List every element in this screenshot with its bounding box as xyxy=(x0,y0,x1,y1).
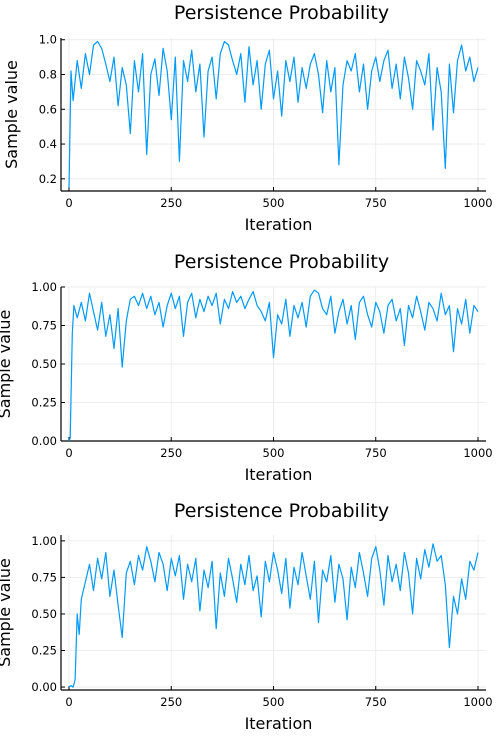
y-tick-label: 0.8 xyxy=(39,68,57,82)
y-tick-label: 0.00 xyxy=(31,434,57,448)
y-axis-label: Sample value xyxy=(0,558,14,667)
series-line xyxy=(68,40,479,188)
y-tick-label: 0.25 xyxy=(31,644,57,658)
y-axis-label: Sample value xyxy=(0,310,14,419)
chart-title: Persistence Probability xyxy=(174,251,389,273)
y-tick-label: 0.4 xyxy=(39,137,57,151)
x-tick-label: 1000 xyxy=(463,196,492,210)
x-tick-label: 750 xyxy=(365,196,387,210)
x-tick-label: 250 xyxy=(160,695,182,709)
y-tick-label: 0.75 xyxy=(31,319,57,333)
x-tick-label: 0 xyxy=(65,695,72,709)
chart-panel: 0 250 500 750 1000 0.2 0.4 0.6 0.8 1.0 Persistence… xyxy=(2,2,493,234)
y-tick-label: 0.25 xyxy=(31,396,57,410)
x-tick-label: 750 xyxy=(365,695,387,709)
x-tick-label: 1000 xyxy=(463,446,492,460)
x-tick-label: 500 xyxy=(263,695,285,709)
chart-panel: 0 250 500 750 1000 0.00 0.25 0.50 0.75 1.00 Persis… xyxy=(0,500,493,733)
y-tick-label: 1.0 xyxy=(39,33,57,47)
y-tick-label: 0.00 xyxy=(31,680,57,694)
chart-panel: 0 250 500 750 1000 0.00 0.25 0.50 0.75 1.00 Persis… xyxy=(0,251,493,484)
x-axis-label: Iteration xyxy=(245,714,313,733)
x-tick-label: 0 xyxy=(65,446,72,460)
y-tick-label: 0.50 xyxy=(31,357,57,371)
x-tick-label: 0 xyxy=(65,196,72,210)
x-axis-label: Iteration xyxy=(245,215,313,234)
x-tick-label: 250 xyxy=(160,196,182,210)
chart-title: Persistence Probability xyxy=(174,2,389,24)
chart-title: Persistence Probability xyxy=(174,500,389,522)
y-tick-label: 0.50 xyxy=(31,607,57,621)
x-tick-label: 1000 xyxy=(463,695,492,709)
y-axis-label: Sample value xyxy=(2,60,21,169)
x-axis-label: Iteration xyxy=(245,465,313,484)
y-tick-label: 0.75 xyxy=(31,570,57,584)
series-line xyxy=(68,543,479,688)
y-tick-label: 0.6 xyxy=(39,102,57,116)
x-tick-label: 750 xyxy=(365,446,387,460)
y-tick-label: 1.00 xyxy=(31,280,57,294)
series-line xyxy=(68,289,479,442)
x-tick-label: 250 xyxy=(160,446,182,460)
x-tick-label: 500 xyxy=(263,446,285,460)
x-tick-label: 500 xyxy=(263,196,285,210)
y-tick-label: 1.00 xyxy=(31,534,57,548)
y-tick-label: 0.2 xyxy=(39,172,57,186)
